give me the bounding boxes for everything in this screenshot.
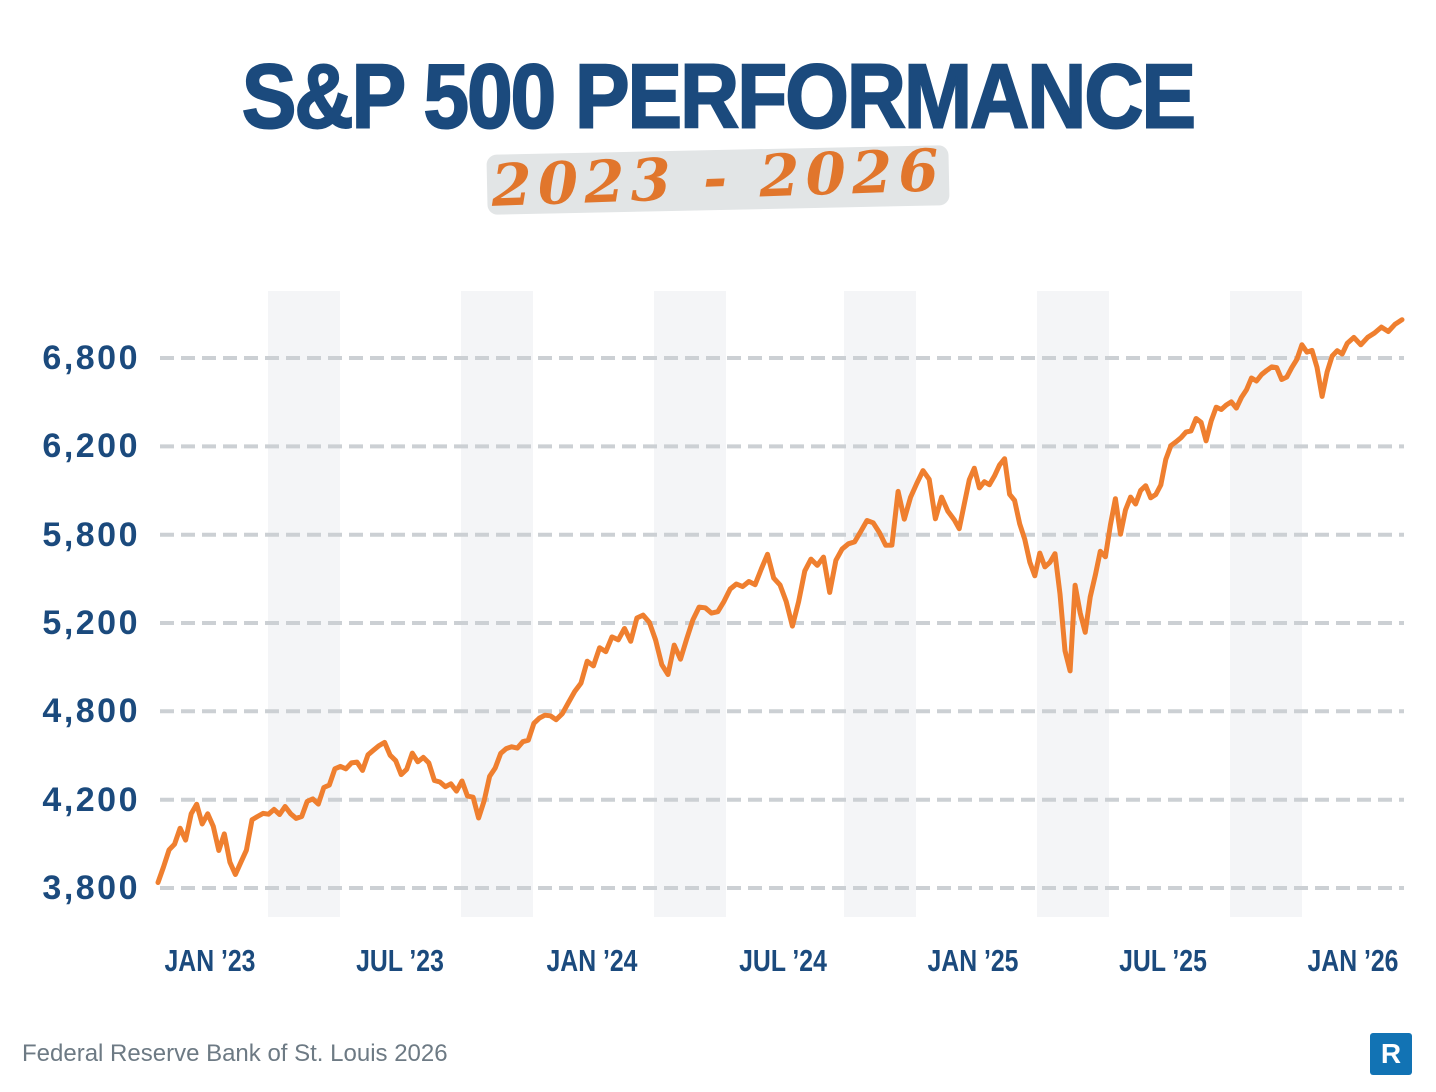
y-tick-label: 4,800 — [42, 692, 140, 731]
shaded-band — [654, 291, 726, 917]
x-tick-label: JUL ’23 — [356, 943, 444, 978]
sp500-price-line — [155, 317, 1405, 885]
chart-title: S&P 500 PERFORMANCE — [241, 45, 1197, 148]
x-tick-label: JAN ’24 — [546, 943, 638, 978]
y-tick-label: 3,800 — [42, 869, 140, 907]
y-tick-label: 4,200 — [42, 780, 140, 819]
shaded-band — [268, 291, 340, 917]
x-tick-label: JUL ’24 — [739, 943, 827, 978]
shaded-band — [844, 291, 916, 917]
source-attribution: Federal Reserve Bank of St. Louis 2026 — [22, 1040, 448, 1067]
logo-letter: R — [1380, 1038, 1402, 1069]
shaded-band — [1230, 291, 1302, 917]
y-tick-label: 6,200 — [42, 427, 140, 466]
x-tick-label: JUL ’25 — [1119, 943, 1207, 978]
x-tick-label: JAN ’25 — [927, 943, 1019, 978]
y-tick-label: 5,800 — [42, 515, 140, 554]
ramsey-solutions-logo: R — [1370, 1033, 1412, 1075]
x-tick-label: JAN ’26 — [1307, 943, 1399, 978]
y-tick-label: 5,200 — [42, 604, 140, 642]
y-tick-label: 6,800 — [42, 339, 140, 378]
shaded-band — [461, 291, 533, 917]
x-tick-label: JAN ’23 — [164, 943, 256, 978]
